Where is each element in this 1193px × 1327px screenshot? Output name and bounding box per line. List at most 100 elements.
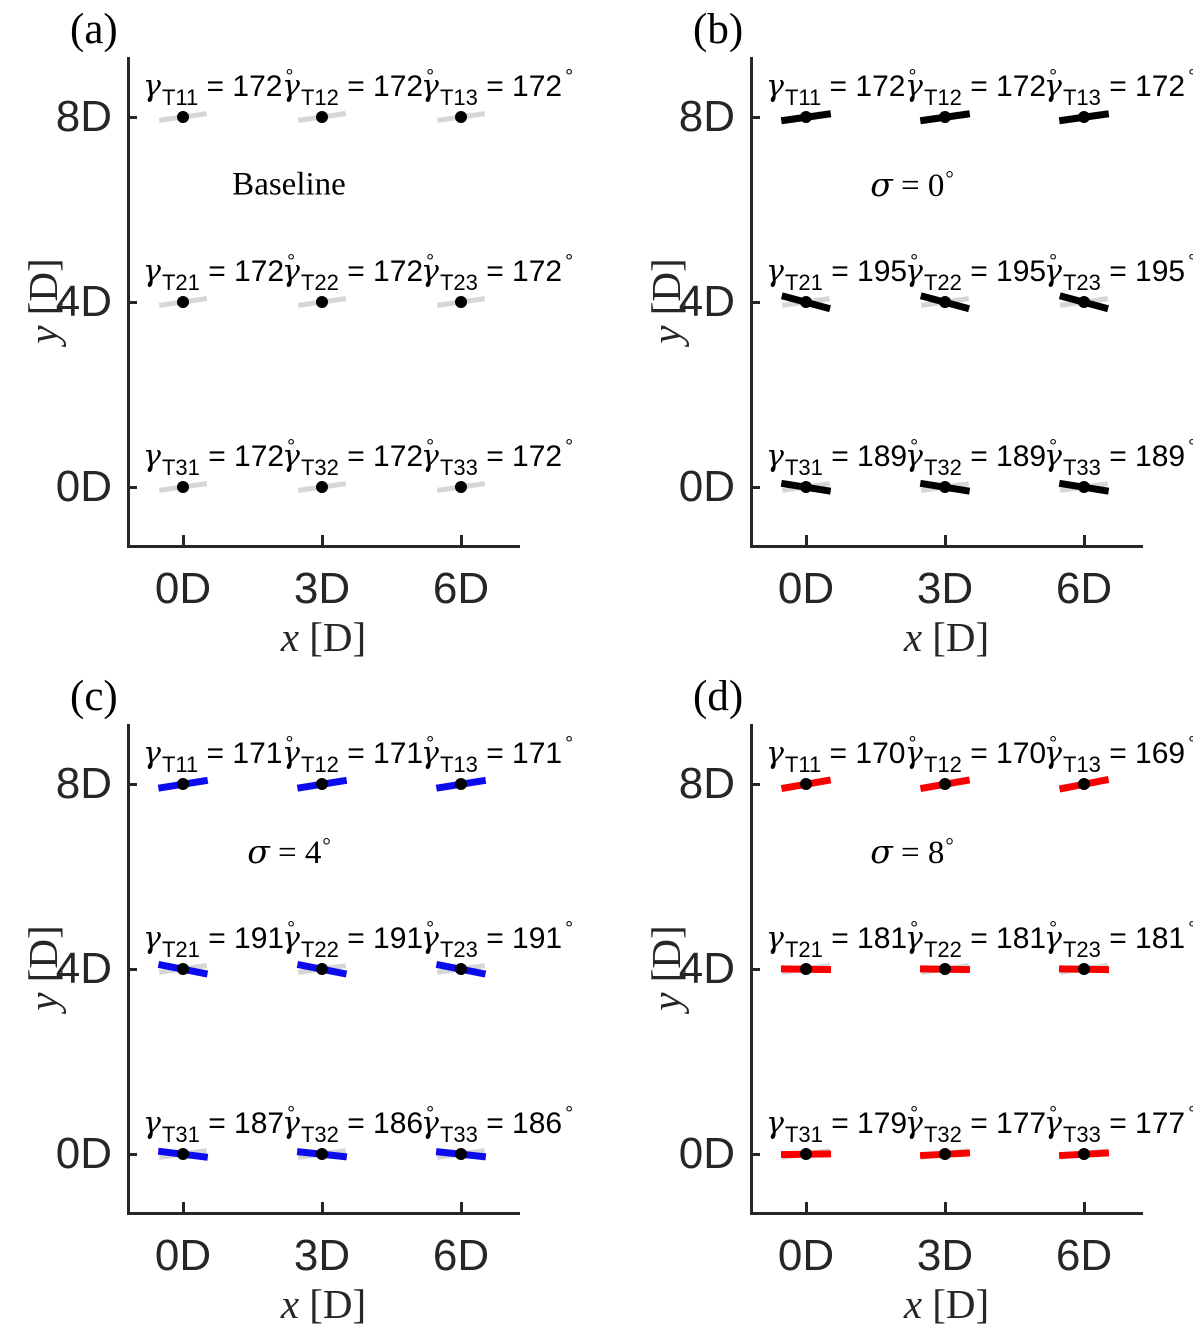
gamma-symbol: γ [905, 921, 923, 956]
degree-symbol: ° [910, 1103, 919, 1125]
x-tick-label: 6D [432, 1231, 490, 1280]
turbine-dot [455, 1148, 467, 1160]
turbine-id-subscript: T33 [439, 1122, 478, 1147]
x-axis-label: x [D] [904, 1282, 989, 1326]
degree-symbol: ° [426, 918, 435, 940]
turbine-dot [1078, 481, 1090, 493]
gamma-value: = 172 [338, 70, 424, 103]
y-tick-label: 4D [55, 277, 112, 326]
y-tick-label: 0D [55, 462, 112, 511]
gamma-value: = 171 [477, 737, 563, 770]
turbine-label: γT31 = 179 ° [766, 1103, 918, 1147]
turbine-id-subscript: T13 [1062, 752, 1101, 777]
turbine-id-subscript: T23 [439, 937, 478, 962]
x-tick-label: 3D [293, 1231, 351, 1280]
turbine-dot [177, 1148, 189, 1160]
panel-a: 0D 3D 6D 8D 4D 0D x [D] y [D] (a) Baseline γT11 = … [20, 7, 573, 660]
turbine-label: γT21 = 195 ° [766, 251, 918, 295]
x-tick-label: 6D [1055, 564, 1113, 613]
gamma-symbol: γ [143, 254, 161, 289]
y-tick-label: 0D [55, 1129, 112, 1178]
sigma-symbol: σ [870, 165, 893, 204]
turbine-label: γT21 = 172 ° [143, 251, 295, 295]
x-axis-spine [750, 545, 1143, 548]
degree-symbol: ° [1049, 251, 1058, 273]
turbine-dot [316, 111, 328, 123]
turbine-label: γT22 = 195 ° [905, 251, 1057, 295]
gamma-value: = 186 [338, 1107, 424, 1140]
sigma-annotation: σ = 4° [247, 832, 331, 872]
y-tick [127, 116, 137, 119]
gamma-symbol: γ [282, 254, 300, 289]
turbine-label: γT23 = 195 ° [1044, 251, 1193, 295]
turbine-label: γT13 = 169 ° [1044, 733, 1193, 777]
gamma-symbol: γ [766, 69, 784, 104]
turbine-id-subscript: T13 [1062, 85, 1101, 110]
y-tick [750, 486, 760, 489]
gamma-value: = 177 [1100, 1107, 1186, 1140]
turbine-id-subscript: T33 [1062, 455, 1101, 480]
x-tick [182, 1202, 185, 1212]
turbine-id-subscript: T32 [300, 1122, 339, 1147]
turbine-label: γT12 = 172 ° [905, 66, 1057, 110]
turbine-id-subscript: T32 [923, 455, 962, 480]
gamma-symbol: γ [421, 254, 439, 289]
x-tick [805, 1202, 808, 1212]
x-axis-variable: x [280, 1281, 300, 1327]
gamma-symbol: γ [766, 736, 784, 771]
turbine-label: γT23 = 172 ° [421, 251, 573, 295]
turbine-dot [1078, 1148, 1090, 1160]
turbine-id-subscript: T33 [439, 455, 478, 480]
gamma-value: = 172 [338, 255, 424, 288]
turbine-id-subscript: T12 [923, 85, 962, 110]
turbine-dot [1078, 778, 1090, 790]
turbine-label: γT13 = 172 ° [421, 66, 573, 110]
turbine-id-subscript: T31 [784, 1122, 823, 1147]
gamma-symbol: γ [421, 1106, 439, 1141]
gamma-value: = 172 [338, 440, 424, 473]
turbine-id-subscript: T21 [161, 937, 200, 962]
gamma-value: = 181 [961, 922, 1047, 955]
turbine-dot [800, 963, 812, 975]
turbine-label: γT32 = 189 ° [905, 436, 1057, 480]
turbine-label: γT33 = 186 ° [421, 1103, 573, 1147]
turbine-label: γT31 = 189 ° [766, 436, 918, 480]
degree-symbol: ° [908, 733, 917, 755]
panel-letter: (b) [693, 6, 744, 53]
degree-symbol: ° [285, 66, 294, 88]
gamma-value: = 172 [477, 70, 563, 103]
turbine-id-subscript: T23 [439, 270, 478, 295]
x-tick-label: 0D [154, 564, 212, 613]
gamma-value: = 181 [1100, 922, 1186, 955]
y-tick [127, 968, 137, 971]
gamma-symbol: γ [143, 439, 161, 474]
panel-letter: (a) [70, 6, 118, 53]
turbine-label: γT22 = 191 ° [282, 918, 434, 962]
turbine-label: γT11 = 172 ° [143, 66, 293, 110]
turbine-label: γT21 = 191 ° [143, 918, 295, 962]
x-axis-spine [750, 1212, 1143, 1215]
gamma-symbol: γ [282, 736, 300, 771]
y-tick [750, 968, 760, 971]
turbine-id-subscript: T21 [784, 937, 823, 962]
turbine-id-subscript: T22 [923, 270, 962, 295]
degree-symbol: ° [287, 1103, 296, 1125]
turbine-label: γT12 = 171 ° [282, 733, 434, 777]
x-tick [1083, 535, 1086, 545]
turbine-label: γT31 = 187 ° [143, 1103, 295, 1147]
degree-symbol: ° [1188, 733, 1193, 755]
gamma-value: = 195 [961, 255, 1047, 288]
gamma-symbol: γ [143, 921, 161, 956]
turbine-dot [939, 111, 951, 123]
turbine-dot [316, 296, 328, 308]
turbine-dot [939, 1148, 951, 1160]
x-axis-label: x [D] [281, 615, 366, 659]
y-tick-label: 8D [55, 759, 112, 808]
gamma-value: = 172 [199, 255, 285, 288]
turbine-label: γT33 = 189 ° [1044, 436, 1193, 480]
y-axis-variable: y [20, 325, 66, 344]
x-tick-label: 0D [777, 564, 835, 613]
turbine-label: γT12 = 170 ° [905, 733, 1057, 777]
turbine-label: γT32 = 186 ° [282, 1103, 434, 1147]
turbine-label: γT22 = 181 ° [905, 918, 1057, 962]
